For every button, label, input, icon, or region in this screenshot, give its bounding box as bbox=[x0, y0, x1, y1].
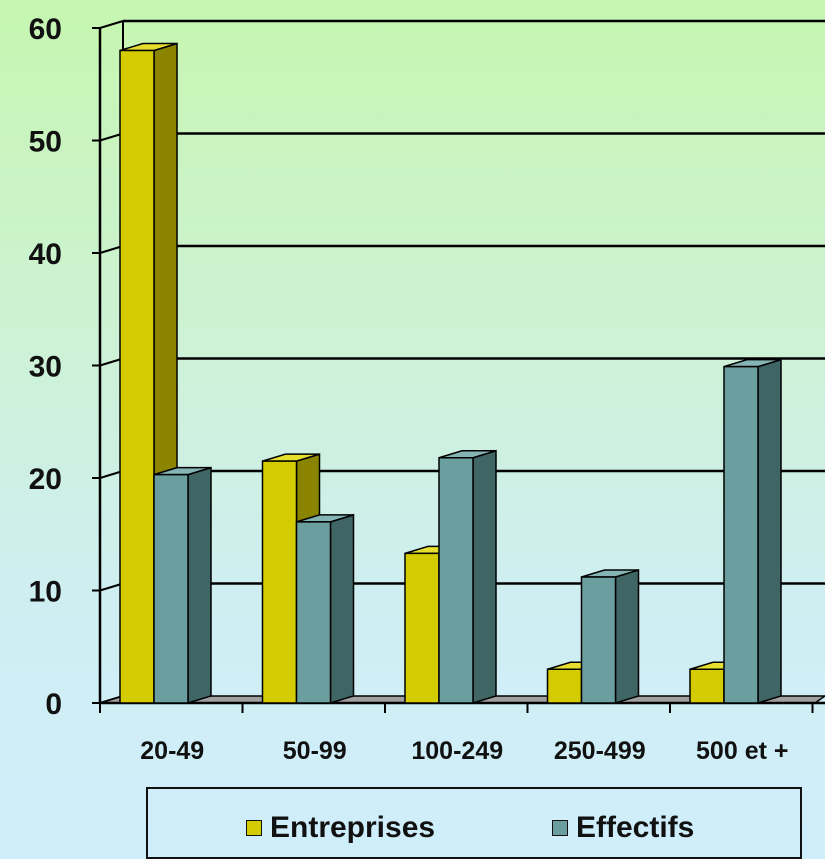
bar-front bbox=[119, 49, 155, 704]
bar-effectifs-1 bbox=[295, 513, 355, 705]
legend-item-entreprises: Entreprises bbox=[246, 811, 435, 845]
y-tick-label: 10 bbox=[29, 576, 62, 609]
legend-label-effectifs: Effectifs bbox=[576, 811, 695, 844]
legend-label-entreprises: Entreprises bbox=[270, 811, 436, 844]
bar-front bbox=[546, 668, 583, 704]
x-tick-labels: 20-49 50-99 100-249 250-499 500 et + bbox=[140, 737, 788, 765]
legend-swatch-entreprises bbox=[246, 820, 262, 836]
gridline-side bbox=[99, 470, 124, 479]
gridline-side bbox=[99, 132, 124, 142]
y-tick-labels: 0 10 20 30 40 50 60 bbox=[29, 13, 62, 721]
bar-front bbox=[689, 668, 725, 704]
y-tick-label: 50 bbox=[29, 126, 62, 159]
bar-front bbox=[295, 521, 332, 704]
bar-front bbox=[153, 473, 189, 704]
y-tick-label: 20 bbox=[29, 463, 62, 496]
bar-side bbox=[329, 513, 355, 705]
bar-front bbox=[261, 460, 298, 704]
legend: Entreprises Effectifs bbox=[146, 787, 802, 859]
gridline-side bbox=[99, 245, 124, 254]
bar-front bbox=[438, 457, 474, 704]
x-tick-label: 50-99 bbox=[283, 737, 347, 765]
y-tick-label: 40 bbox=[29, 238, 62, 271]
gridline-side bbox=[99, 20, 124, 29]
bar-effectifs-0 bbox=[153, 466, 212, 705]
bar-side bbox=[614, 568, 640, 705]
x-tick-label: 250-499 bbox=[554, 737, 646, 765]
y-tick-label: 60 bbox=[29, 13, 62, 46]
bars bbox=[119, 42, 782, 705]
y-tick-label: 30 bbox=[29, 351, 62, 384]
bar-side bbox=[757, 358, 782, 705]
gridline-side bbox=[99, 357, 124, 367]
bar-front bbox=[723, 365, 759, 704]
bar-front bbox=[404, 552, 440, 704]
gridline-side bbox=[99, 582, 124, 592]
bar-side bbox=[187, 466, 212, 705]
x-tick-label: 500 et + bbox=[696, 737, 788, 765]
bar-effectifs-2 bbox=[438, 449, 497, 705]
bar-front bbox=[580, 576, 617, 704]
y-tick-label: 0 bbox=[45, 688, 62, 721]
x-tick-label: 20-49 bbox=[140, 737, 204, 765]
bar-effectifs-3 bbox=[580, 568, 640, 705]
gridlines bbox=[99, 19, 825, 704]
bar-effectifs-4 bbox=[723, 358, 782, 705]
bar-side bbox=[472, 449, 497, 705]
x-tick-label: 100-249 bbox=[411, 737, 503, 765]
legend-item-effectifs: Effectifs bbox=[552, 811, 694, 845]
legend-swatch-effectifs bbox=[552, 820, 568, 836]
